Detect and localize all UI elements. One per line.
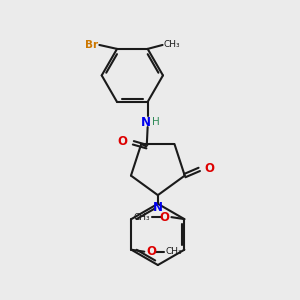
Text: Br: Br [85,40,98,50]
Text: CH₃: CH₃ [134,213,151,222]
Text: N: N [153,201,163,214]
Text: O: O [204,162,214,175]
Text: O: O [118,136,128,148]
Text: O: O [160,211,170,224]
Text: O: O [146,245,156,258]
Text: N: N [141,116,151,129]
Text: CH₃: CH₃ [165,247,182,256]
Text: CH₃: CH₃ [163,40,180,50]
Text: H: H [152,117,160,127]
